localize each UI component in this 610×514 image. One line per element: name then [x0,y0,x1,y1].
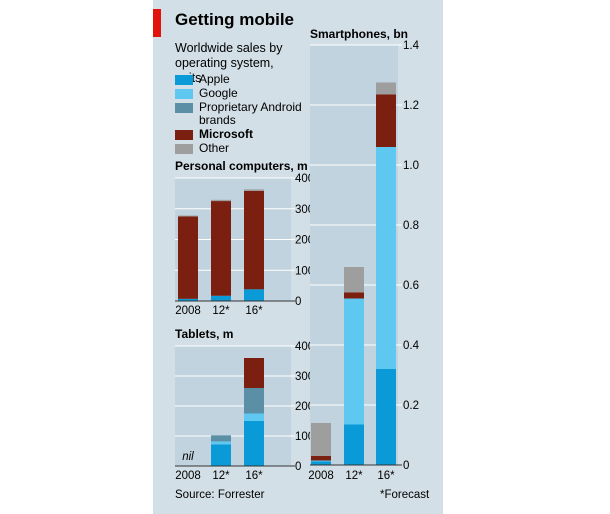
smartphones-bar-google [344,298,364,425]
source-note: Source: Forrester [175,489,265,501]
legend-label-other: Other [199,141,230,155]
pc-y-tick-label: 400 [295,173,314,185]
smartphones-bar-google [311,460,331,462]
pc-bar-microsoft [244,190,264,290]
smartphones-x-tick-label: 16* [377,470,395,482]
smartphones-bar-apple [344,424,364,465]
pc-bar-microsoft [211,201,231,296]
pc-x-tick-label: 12* [212,305,230,317]
smartphones-x-tick-label: 2008 [308,470,334,482]
smartphones-y-tick-label: 1.2 [403,100,419,112]
pc-bar-other [211,199,231,202]
tablets-bar-apple [211,444,231,466]
pc-bar-apple [244,289,264,301]
smartphones-bar-google [376,147,396,369]
tablets-y-tick-label: 400 [295,341,314,353]
tablets-bar-google [211,441,231,445]
legend-label-proprietary: Proprietary Android brands [199,100,302,127]
tablets-y-tick-label: 200 [295,401,314,413]
smartphones-bar-other [311,423,331,456]
pc-bar-microsoft [178,216,198,299]
smartphones-y-tick-label: 0.4 [403,340,420,352]
tablets-x-tick-label: 12* [212,470,230,482]
tablets-y-tick-label: 100 [295,431,314,443]
tablets-annotation: nil [182,451,194,463]
smartphones-bar-microsoft [311,456,331,461]
smartphones-x-tick-label: 12* [345,470,363,482]
tablets-x-tick-label: 16* [245,470,263,482]
chart-title: Getting mobile [175,10,294,29]
smartphones-bar-other [376,82,396,95]
pc-y-tick-label: 0 [295,296,301,308]
smartphones-y-tick-label: 0 [403,460,409,472]
tablets-y-tick-label: 0 [295,461,301,473]
tablets-bar-google [244,413,264,421]
smartphones-y-tick-label: 0.8 [403,220,419,232]
tablets-bar-proprietary [244,388,264,414]
pc-x-tick-label: 2008 [175,305,201,317]
smartphones-y-tick-label: 1.4 [403,40,420,52]
smartphones-y-tick-label: 0.2 [403,400,419,412]
pc-y-tick-label: 200 [295,235,314,247]
pc-bar-apple [211,295,231,301]
tablets-x-tick-label: 2008 [175,470,201,482]
legend-label-apple: Apple [199,72,230,86]
smartphones-chart-title: Smartphones, bn [310,27,409,41]
pc-bar-other [244,189,264,191]
smartphones-bar-other [344,267,364,293]
pc-x-tick-label: 16* [245,305,263,317]
tablets-chart-title: Tablets, m [175,327,234,341]
smartphones-bar-microsoft [376,94,396,147]
tablets-bar-apple [244,421,264,466]
legend-swatch-apple [175,75,193,85]
smartphones-bar-apple [311,461,331,465]
legend-swatch-microsoft [175,130,193,140]
smartphones-bar-microsoft [344,292,364,299]
pc-y-tick-label: 300 [295,204,314,216]
smartphones-y-tick-label: 1.0 [403,160,419,172]
legend-swatch-other [175,144,193,154]
tablets-y-tick-label: 300 [295,371,314,383]
smartphones-bar-apple [376,369,396,465]
forecast-note: *Forecast [380,489,430,501]
smartphones-y-tick-label: 0.6 [403,280,419,292]
pc-chart-title: Personal computers, m [175,159,308,173]
tablets-bar-microsoft [244,358,264,388]
pc-bar-apple [178,298,198,301]
accent-tag [153,9,161,37]
pc-bar-other [178,215,198,217]
legend-label-microsoft: Microsoft [199,127,253,141]
legend-label-google: Google [199,86,238,100]
legend-swatch-proprietary [175,103,193,113]
legend-swatch-google [175,89,193,99]
pc-y-tick-label: 100 [295,265,314,277]
tablets-bar-proprietary [211,435,231,442]
